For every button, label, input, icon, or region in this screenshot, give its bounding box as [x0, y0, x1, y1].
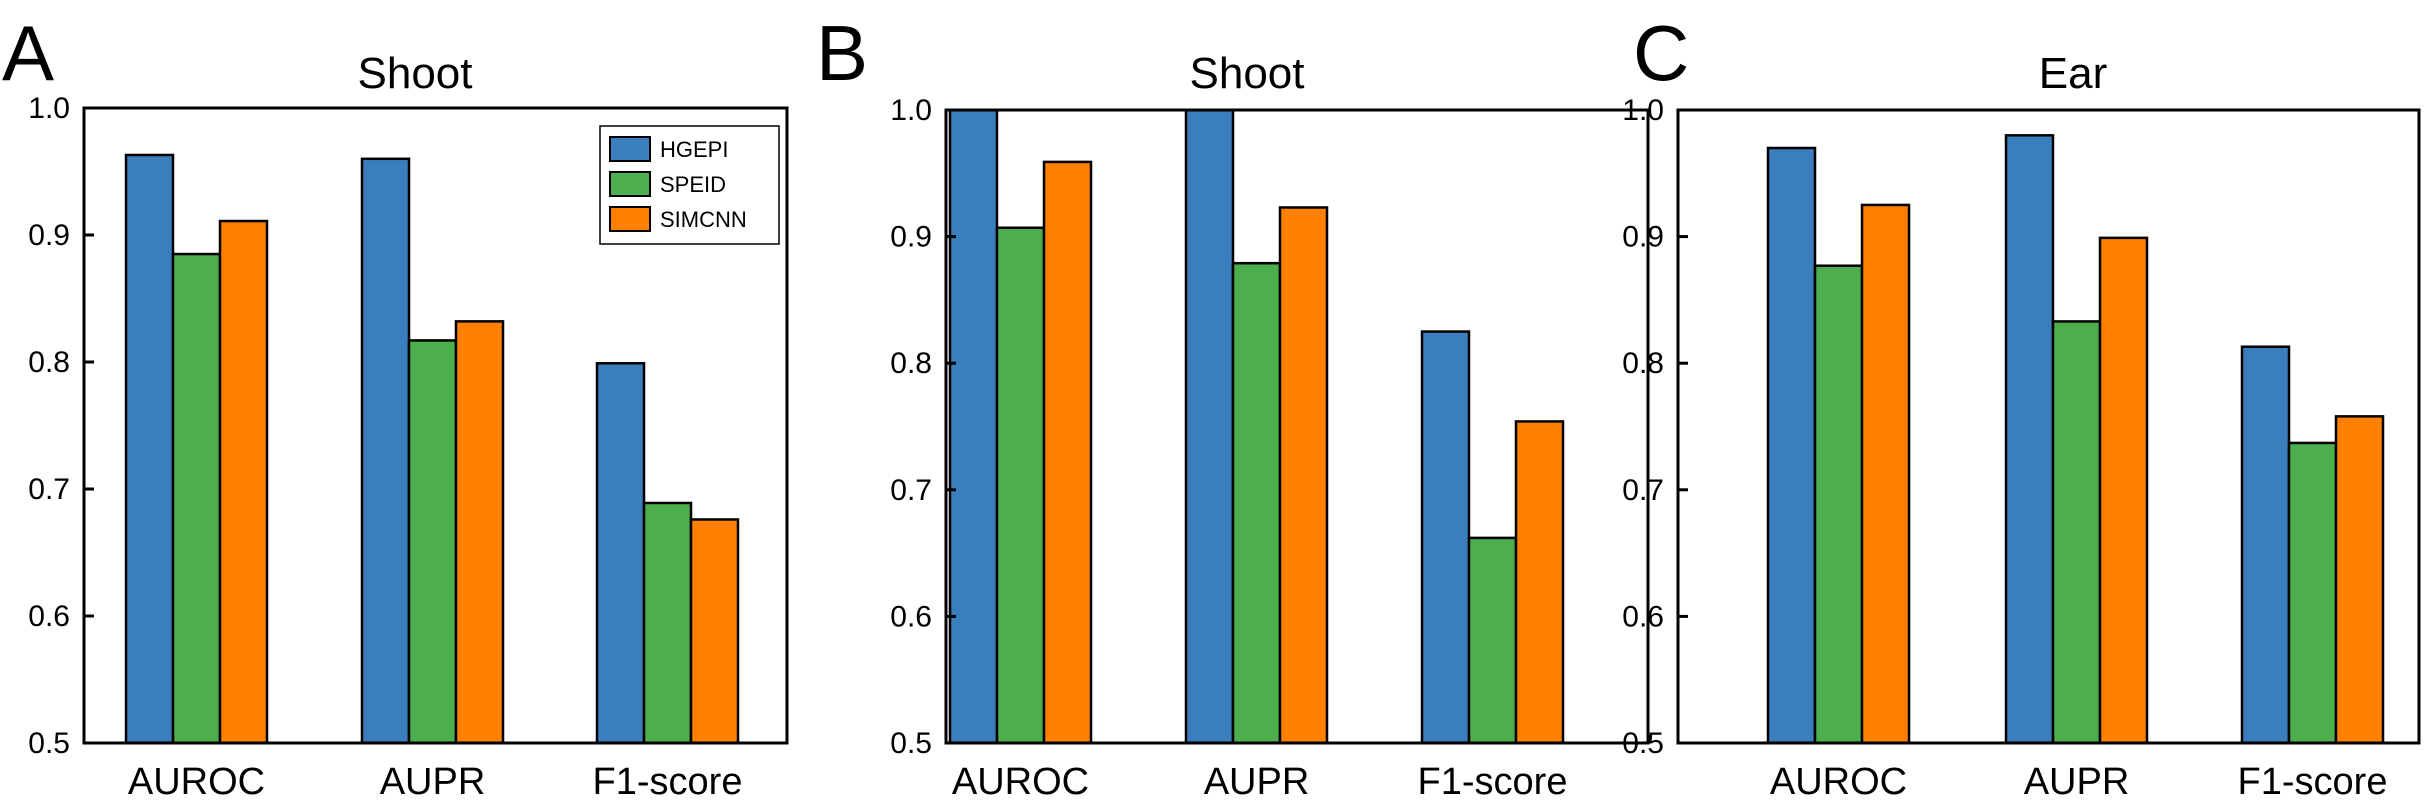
y-tick-label: 1.0: [1622, 94, 1664, 127]
y-tick-label: 0.8: [1622, 347, 1664, 380]
bar-simcnn-f1-score: [1514, 420, 1565, 745]
y-tick-label: 1.0: [28, 92, 70, 125]
plot-frame: [82, 106, 789, 745]
y-tick-label: 0.7: [890, 474, 932, 507]
bar-speid-aupr: [407, 339, 458, 745]
bar-hgepi-auroc: [1766, 146, 1817, 745]
bar-speid-f1-score: [1467, 536, 1518, 745]
bar-simcnn-auroc: [1042, 160, 1093, 745]
chart-panel-b: B Shoot 0.5 0.6 0.7 0.8 0.9 1.0 AUROC AUPR F1-scor…: [816, 9, 1650, 803]
chart-panel-a: A Shoot 0.5 0.6 0.7 0.8 0.9 1.0 AUROC AUPR F1-scor…: [2, 9, 789, 803]
y-tick-label: 0.8: [28, 346, 70, 379]
bar-hgepi-aupr: [2004, 134, 2055, 745]
bar-speid-auroc: [995, 226, 1046, 745]
legend-label-speid: SPEID: [660, 172, 726, 197]
x-category-label: AUPR: [380, 761, 486, 803]
y-tick-label: 0.8: [890, 347, 932, 380]
y-tick-label: 0.6: [890, 600, 932, 633]
legend: HGEPI SPEID SIMCNN: [599, 125, 780, 245]
x-category-label: AUROC: [952, 761, 1089, 803]
bar-simcnn-aupr: [1278, 206, 1329, 745]
x-category-label: F1-score: [1418, 761, 1568, 803]
plot-frame: [944, 108, 1650, 745]
y-tick-label: 0.7: [28, 473, 70, 506]
y-tick-label: 0.7: [1622, 474, 1664, 507]
bar-hgepi-auroc: [948, 108, 999, 745]
bar-speid-aupr: [2051, 320, 2102, 745]
y-tick-label: 0.9: [890, 221, 932, 254]
y-tick-label: 0.6: [28, 600, 70, 633]
bar-speid-f1-score: [642, 501, 693, 745]
y-tick-label: 0.9: [28, 219, 70, 252]
bar-simcnn-f1-score: [2334, 415, 2385, 745]
x-category-label: F1-score: [593, 761, 743, 803]
x-category-label: AUPR: [1204, 761, 1310, 803]
bar-simcnn-f1-score: [689, 518, 740, 745]
bar-simcnn-auroc: [1860, 203, 1911, 745]
plot-frame: [1676, 108, 2421, 745]
panel-title: Shoot: [358, 49, 473, 98]
bar-speid-aupr: [1231, 261, 1282, 745]
legend-label-hgepi: HGEPI: [660, 137, 728, 162]
bar-hgepi-aupr: [360, 157, 411, 745]
legend-swatch-hgepi: [609, 136, 651, 162]
y-tick-label: 1.0: [890, 94, 932, 127]
panel-letter: C: [1633, 9, 1689, 97]
y-tick-label: 0.5: [1622, 727, 1664, 760]
bar-hgepi-aupr: [1184, 108, 1235, 745]
x-category-label: AUROC: [1770, 761, 1907, 803]
panel-title: Shoot: [1190, 49, 1305, 98]
panel-letter: B: [816, 9, 868, 97]
bar-simcnn-auroc: [218, 219, 269, 745]
bar-speid-auroc: [1813, 264, 1864, 745]
panel-letter: A: [2, 9, 54, 97]
bar-speid-auroc: [171, 252, 222, 745]
panel-title: Ear: [2039, 49, 2107, 98]
bar-simcnn-aupr: [454, 320, 505, 745]
legend-swatch-simcnn: [609, 206, 651, 232]
chart-panel-c: C Ear 0.5 0.6 0.7 0.8 0.9 1.0 AUROC AUPR F1-score: [1622, 9, 2421, 803]
bar-speid-f1-score: [2287, 441, 2338, 745]
y-tick-label: 0.5: [890, 727, 932, 760]
legend-swatch-speid: [609, 171, 651, 197]
x-category-label: AUROC: [128, 761, 265, 803]
bar-hgepi-auroc: [124, 153, 175, 745]
bar-hgepi-f1-score: [595, 362, 646, 745]
y-tick-label: 0.5: [28, 727, 70, 760]
x-category-label: F1-score: [2238, 761, 2388, 803]
legend-label-simcnn: SIMCNN: [660, 207, 747, 232]
bar-simcnn-aupr: [2098, 236, 2149, 745]
bar-hgepi-f1-score: [1420, 330, 1471, 745]
x-category-label: AUPR: [2024, 761, 2130, 803]
y-tick-label: 0.6: [1622, 600, 1664, 633]
bar-hgepi-f1-score: [2240, 345, 2291, 745]
y-tick-label: 0.9: [1622, 221, 1664, 254]
